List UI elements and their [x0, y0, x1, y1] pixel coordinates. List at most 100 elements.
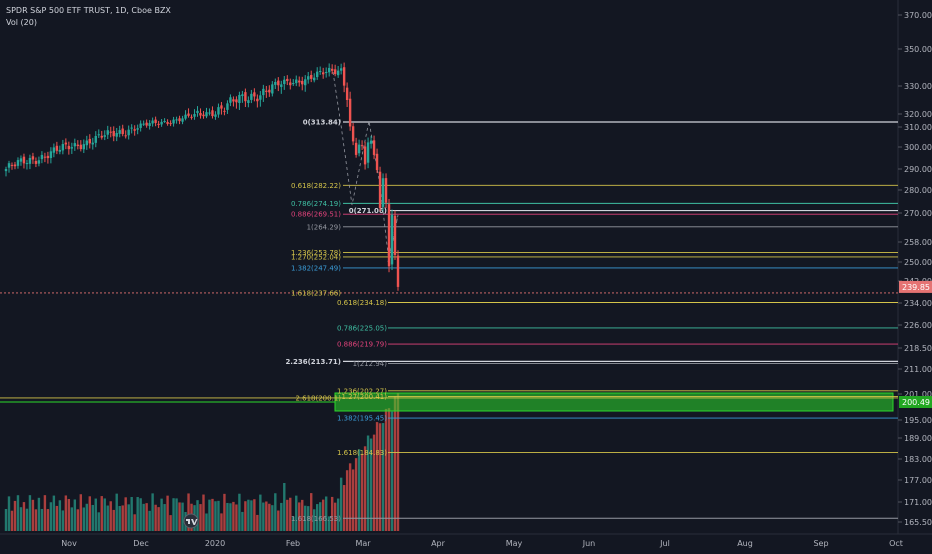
candle-body: [28, 157, 32, 164]
candle-body: [390, 214, 394, 265]
volume-bar: [97, 512, 100, 531]
symbol-title[interactable]: SPDR S&P 500 ETF TRUST, 1D, Cboe BZX: [6, 6, 171, 15]
volume-bar: [70, 507, 74, 531]
candle-body: [360, 145, 364, 147]
candle-body: [202, 114, 205, 117]
volume-bar: [4, 509, 8, 531]
candle-body: [205, 112, 208, 117]
candle-body: [336, 70, 340, 76]
candle-body: [369, 140, 373, 144]
volume-bar: [64, 495, 68, 531]
candle-body: [64, 142, 68, 145]
volume-bar: [354, 458, 358, 531]
candle-body: [163, 121, 166, 123]
volume-bar: [289, 497, 292, 531]
volume-bar: [321, 499, 325, 531]
volume-bar: [330, 496, 334, 531]
candle-body: [208, 112, 211, 114]
candle-body: [268, 89, 271, 93]
candle-body: [34, 161, 38, 164]
candle-body: [330, 68, 334, 71]
time-tick-label: Jun: [582, 539, 596, 548]
candle-body: [393, 215, 397, 255]
price-tick-label: 270.00: [904, 209, 932, 218]
candle-body: [157, 123, 160, 125]
candle-body: [7, 163, 11, 168]
volume-bar: [73, 499, 77, 531]
candle-body: [235, 99, 238, 103]
candle-body: [321, 72, 325, 75]
fib-level-label: 2.618(200.1): [295, 394, 341, 402]
volume-bar: [363, 446, 367, 531]
candle-body: [253, 92, 256, 97]
candle-body: [310, 74, 313, 79]
volume-bar: [226, 502, 229, 531]
candle-body: [217, 107, 220, 115]
volume-bar: [10, 510, 14, 531]
fib-level-label: 1.236(202.27): [337, 387, 387, 395]
volume-bar: [79, 494, 83, 531]
candle-body: [223, 110, 226, 112]
price-axis[interactable]: 370.00 350.00 330.00 320.00 310.00 300.00 290.…: [898, 11, 932, 527]
fib-level-label: 0(271.06): [349, 207, 387, 215]
volume-bar: [286, 499, 289, 531]
target-zone-box: [334, 392, 894, 412]
candle-body: [298, 80, 301, 83]
volume-bar: [100, 496, 103, 531]
candle-body: [37, 160, 41, 164]
candle-body: [130, 127, 133, 129]
fib-level-label: 2.236(213.71): [285, 358, 341, 366]
candle-body: [115, 132, 118, 137]
volume-bar: [7, 496, 11, 531]
candle-body: [67, 145, 71, 150]
candle-body: [333, 69, 337, 75]
volume-bar: [187, 493, 190, 531]
candles: [4, 62, 400, 291]
volume-bar: [115, 493, 118, 531]
candle-body: [46, 155, 50, 159]
volume-bar: [247, 499, 250, 531]
candle-body: [190, 116, 193, 118]
price-tick-label: 218.50: [904, 344, 932, 353]
candle-body: [10, 164, 14, 166]
candle-body: [112, 130, 115, 137]
volume-bar: [280, 502, 283, 531]
volume-bar: [166, 495, 169, 531]
zone-price-label: 200.49: [902, 398, 930, 407]
volume-bar: [178, 502, 181, 531]
volume-bar: [61, 510, 65, 531]
candle-body: [127, 129, 130, 136]
time-tick-label: Feb: [286, 539, 300, 548]
candle-body: [25, 163, 29, 165]
volume-bar: [223, 493, 226, 531]
fib-level-label: 0.618(234.18): [337, 299, 387, 307]
fib-level-label: 0(313.84): [303, 119, 341, 127]
candle-body: [4, 169, 8, 172]
fib-level-label: 0.618(282.22): [291, 182, 341, 190]
price-tags: 239.85 200.49: [899, 280, 932, 408]
candle-body: [307, 76, 310, 80]
fib-level-label: 1.27(200.41): [341, 393, 387, 401]
volume-bar: [381, 423, 385, 531]
candle-body: [280, 84, 283, 87]
candle-body: [229, 97, 232, 103]
candle-body: [348, 98, 352, 127]
volume-bar: [298, 502, 301, 531]
tradingview-logo[interactable]: [183, 513, 199, 529]
volume-bar: [262, 502, 265, 531]
candle-body: [378, 171, 382, 209]
target-zone[interactable]: [0, 392, 894, 412]
volume-bar: [154, 504, 157, 531]
volume-bar: [214, 501, 217, 531]
candle-body: [199, 112, 202, 116]
candle-body: [339, 68, 343, 71]
volume-indicator-label[interactable]: Vol (20): [6, 18, 37, 27]
fib-levels[interactable]: 0(313.84) 0.618(282.22) 0.786(274.19) 0.886…: [0, 119, 898, 523]
volume-bar: [277, 510, 280, 531]
time-axis[interactable]: Nov Dec 2020 Feb Mar Apr May Jun Jul Aug Sep Oct: [61, 539, 903, 548]
candle-body: [381, 178, 385, 207]
candle-body: [154, 119, 157, 123]
volume-bar: [130, 496, 133, 531]
